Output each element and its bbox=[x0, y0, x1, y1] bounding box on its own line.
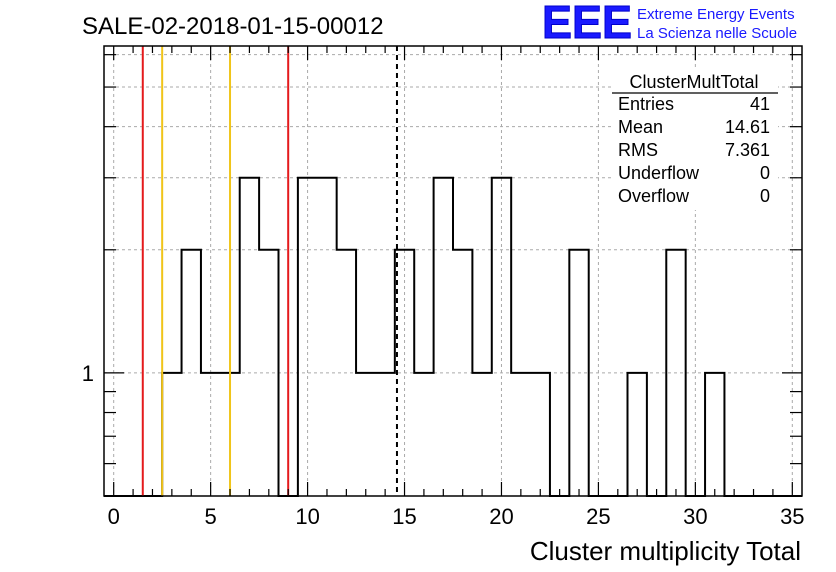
histogram-bin bbox=[240, 178, 259, 496]
histogram-bin bbox=[375, 373, 394, 496]
histogram-bin bbox=[414, 373, 433, 496]
histogram-bin bbox=[472, 373, 491, 496]
plot-frame bbox=[103, 45, 803, 497]
x-tick-label: 15 bbox=[392, 504, 416, 529]
logo-line-1: Extreme Energy Events bbox=[637, 6, 795, 23]
stats-row-label: Entries bbox=[618, 94, 674, 114]
stats-title: ClusterMultTotal bbox=[629, 72, 758, 92]
histogram bbox=[104, 176, 802, 497]
stats-row-value: 41 bbox=[750, 94, 770, 114]
histogram-bin bbox=[453, 250, 472, 496]
x-axis-label: Cluster multiplicity Total bbox=[530, 536, 801, 566]
stats-row-value: 14.61 bbox=[725, 117, 770, 137]
x-tick-label: 0 bbox=[108, 504, 120, 529]
logo-line-2: La Scienza nelle Scuole bbox=[637, 25, 797, 42]
x-tick-label: 20 bbox=[489, 504, 513, 529]
histogram-bin bbox=[162, 373, 181, 496]
y-axis-ticks: 1 bbox=[82, 54, 802, 497]
histogram-bin bbox=[511, 373, 530, 496]
histogram-outline bbox=[104, 176, 802, 497]
x-axis-ticks: 0 5 10 15 20 25 30 35 bbox=[108, 46, 805, 529]
marker-lines bbox=[141, 46, 398, 496]
histogram-bin bbox=[317, 178, 336, 496]
x-tick-label: 35 bbox=[780, 504, 804, 529]
stats-row-label: Overflow bbox=[618, 186, 690, 206]
x-tick-label: 25 bbox=[586, 504, 610, 529]
histogram-bin bbox=[628, 373, 647, 496]
histogram-bin bbox=[531, 373, 550, 496]
histogram-bin bbox=[356, 373, 375, 496]
eee-logo: EEE Extreme Energy Events La Scienza nel… bbox=[542, 0, 798, 49]
x-tick-label: 10 bbox=[295, 504, 319, 529]
histogram-bin bbox=[434, 178, 453, 496]
eee-logo-mark: EEE bbox=[542, 0, 632, 48]
stats-row-value: 7.361 bbox=[725, 140, 770, 160]
stats-row-label: Mean bbox=[618, 117, 663, 137]
stats-rows: Entries 41 Mean 14.61 RMS 7.361 Underflow 0 Over… bbox=[618, 94, 770, 206]
stats-row-value: 0 bbox=[760, 186, 770, 206]
y-tick-label: 1 bbox=[82, 361, 94, 386]
chart-title: SALE-02-2018-01-15-00012 bbox=[82, 13, 384, 40]
histogram-bin bbox=[705, 373, 724, 496]
histogram-bin bbox=[201, 373, 220, 496]
stats-row-value: 0 bbox=[760, 163, 770, 183]
x-tick-label: 5 bbox=[205, 504, 217, 529]
stats-row-label: Underflow bbox=[618, 163, 700, 183]
stats-row-label: RMS bbox=[618, 140, 658, 160]
x-tick-label: 30 bbox=[683, 504, 707, 529]
stats-box: ClusterMultTotal Entries 41 Mean 14.61 RMS 7.… bbox=[612, 70, 778, 210]
